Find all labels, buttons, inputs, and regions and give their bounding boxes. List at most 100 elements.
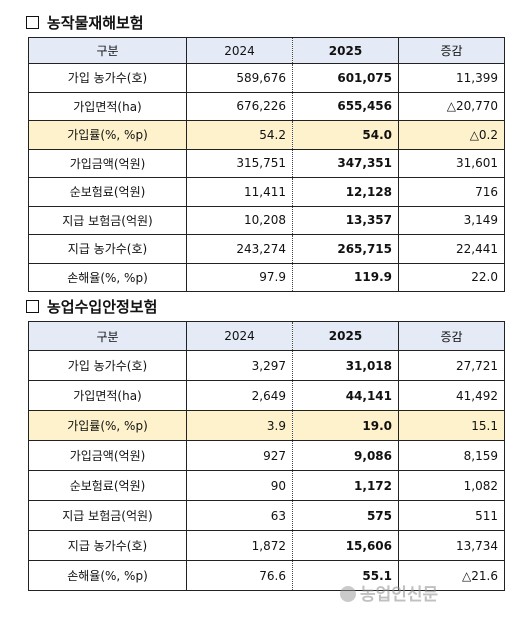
income-insurance-table: 구분 2024 2025 증감 가입 농가수(호) 3,297 31,018 27,721 가입…	[28, 321, 505, 591]
cell-change: 716	[398, 177, 505, 207]
cell-change: 41,492	[398, 380, 505, 411]
row-label: 지급 보험금(억원)	[28, 500, 187, 531]
checkbox-square-icon	[26, 16, 39, 29]
table-row: 가입 농가수(호) 3,297 31,018 27,721	[28, 350, 505, 381]
cell-change: 1,082	[398, 470, 505, 501]
cell-change: 22,441	[398, 234, 505, 264]
cell-change: 511	[398, 500, 505, 531]
table-row: 가입금액(억원) 927 9,086 8,159	[28, 440, 505, 471]
row-label: 가입률(%, %p)	[28, 410, 187, 441]
header-row: 구분 2024 2025 증감	[28, 37, 505, 64]
cell-change: 31,601	[398, 148, 505, 178]
publisher-watermark: 농업인신문	[340, 580, 438, 605]
section-title-text: 농작물재해보험	[47, 14, 144, 32]
header-2024: 2024	[186, 321, 293, 351]
cell-2025: 347,351	[292, 148, 399, 178]
header-change: 증감	[398, 37, 505, 64]
table-row: 순보험료(억원) 90 1,172 1,082	[28, 470, 505, 501]
table-row: 지급 보험금(억원) 10,208 13,357 3,149	[28, 205, 505, 235]
cell-change: 11,399	[398, 63, 505, 93]
cell-2025: 601,075	[292, 63, 399, 93]
header-category: 구분	[28, 321, 187, 351]
cell-2024: 3,297	[186, 350, 293, 381]
cell-2025: 119.9	[292, 262, 399, 292]
cell-2025: 54.0	[292, 120, 399, 150]
cell-2024: 10,208	[186, 205, 293, 235]
cell-2025: 1,172	[292, 470, 399, 501]
cell-2024: 11,411	[186, 177, 293, 207]
cell-2024: 76.6	[186, 560, 293, 591]
table-row: 지급 농가수(호) 1,872 15,606 13,734	[28, 530, 505, 561]
section-title-income-insurance: 농업수입안정보험	[26, 296, 157, 317]
cell-2024: 243,274	[186, 234, 293, 264]
header-category: 구분	[28, 37, 187, 64]
cell-2025: 19.0	[292, 410, 399, 441]
row-label: 가입 농가수(호)	[28, 350, 187, 381]
publisher-logo-icon	[340, 586, 356, 602]
cell-2024: 589,676	[186, 63, 293, 93]
header-2025: 2025	[292, 321, 399, 351]
row-label: 가입면적(ha)	[28, 380, 187, 411]
cell-2025: 575	[292, 500, 399, 531]
cell-change: 27,721	[398, 350, 505, 381]
row-label: 지급 농가수(호)	[28, 234, 187, 264]
watermark-text: 농업인신문	[360, 585, 439, 605]
cell-2025: 12,128	[292, 177, 399, 207]
cell-2024: 90	[186, 470, 293, 501]
checkbox-square-icon	[26, 300, 39, 313]
cell-change: 3,149	[398, 205, 505, 235]
cell-2024: 2,649	[186, 380, 293, 411]
row-label: 순보험료(억원)	[28, 470, 187, 501]
cell-change: △21.6	[398, 560, 505, 591]
cell-2025: 15,606	[292, 530, 399, 561]
cell-2025: 44,141	[292, 380, 399, 411]
cell-2024: 1,872	[186, 530, 293, 561]
cell-2024: 97.9	[186, 262, 293, 292]
table-row: 가입률(%, %p) 54.2 54.0 △0.2	[28, 120, 505, 150]
cell-2024: 676,226	[186, 91, 293, 121]
row-label: 순보험료(억원)	[28, 177, 187, 207]
cell-2025: 655,456	[292, 91, 399, 121]
section-title-text: 농업수입안정보험	[47, 298, 158, 316]
cell-2025: 265,715	[292, 234, 399, 264]
table-row: 손해율(%, %p) 97.9 119.9 22.0	[28, 262, 505, 292]
table-row: 손해율(%, %p) 76.6 55.1 △21.6	[28, 560, 505, 591]
cell-2024: 63	[186, 500, 293, 531]
crop-insurance-table: 구분 2024 2025 증감 가입 농가수(호) 589,676 601,075 11,39…	[28, 37, 505, 292]
section-title-crop-insurance: 농작물재해보험	[26, 12, 144, 33]
row-label: 가입 농가수(호)	[28, 63, 187, 93]
table-row: 지급 농가수(호) 243,274 265,715 22,441	[28, 234, 505, 264]
table-row: 가입 농가수(호) 589,676 601,075 11,399	[28, 63, 505, 93]
cell-2024: 927	[186, 440, 293, 471]
row-label: 지급 농가수(호)	[28, 530, 187, 561]
cell-change: 13,734	[398, 530, 505, 561]
cell-2025: 31,018	[292, 350, 399, 381]
table-row: 가입률(%, %p) 3.9 19.0 15.1	[28, 410, 505, 441]
table-row: 순보험료(억원) 11,411 12,128 716	[28, 177, 505, 207]
header-2024: 2024	[186, 37, 293, 64]
row-label: 가입률(%, %p)	[28, 120, 187, 150]
row-label: 가입금액(억원)	[28, 440, 187, 471]
table-row: 가입면적(ha) 2,649 44,141 41,492	[28, 380, 505, 411]
cell-change: 22.0	[398, 262, 505, 292]
cell-2024: 3.9	[186, 410, 293, 441]
cell-2025: 9,086	[292, 440, 399, 471]
cell-change: △20,770	[398, 91, 505, 121]
cell-change: 8,159	[398, 440, 505, 471]
cell-2024: 54.2	[186, 120, 293, 150]
table-row: 가입면적(ha) 676,226 655,456 △20,770	[28, 91, 505, 121]
cell-2024: 315,751	[186, 148, 293, 178]
row-label: 손해율(%, %p)	[28, 560, 187, 591]
table-row: 지급 보험금(억원) 63 575 511	[28, 500, 505, 531]
row-label: 가입금액(억원)	[28, 148, 187, 178]
table-row: 가입금액(억원) 315,751 347,351 31,601	[28, 148, 505, 178]
header-row: 구분 2024 2025 증감	[28, 321, 505, 351]
cell-change: △0.2	[398, 120, 505, 150]
row-label: 손해율(%, %p)	[28, 262, 187, 292]
header-2025: 2025	[292, 37, 399, 64]
header-change: 증감	[398, 321, 505, 351]
cell-change: 15.1	[398, 410, 505, 441]
cell-2025: 13,357	[292, 205, 399, 235]
row-label: 지급 보험금(억원)	[28, 205, 187, 235]
row-label: 가입면적(ha)	[28, 91, 187, 121]
